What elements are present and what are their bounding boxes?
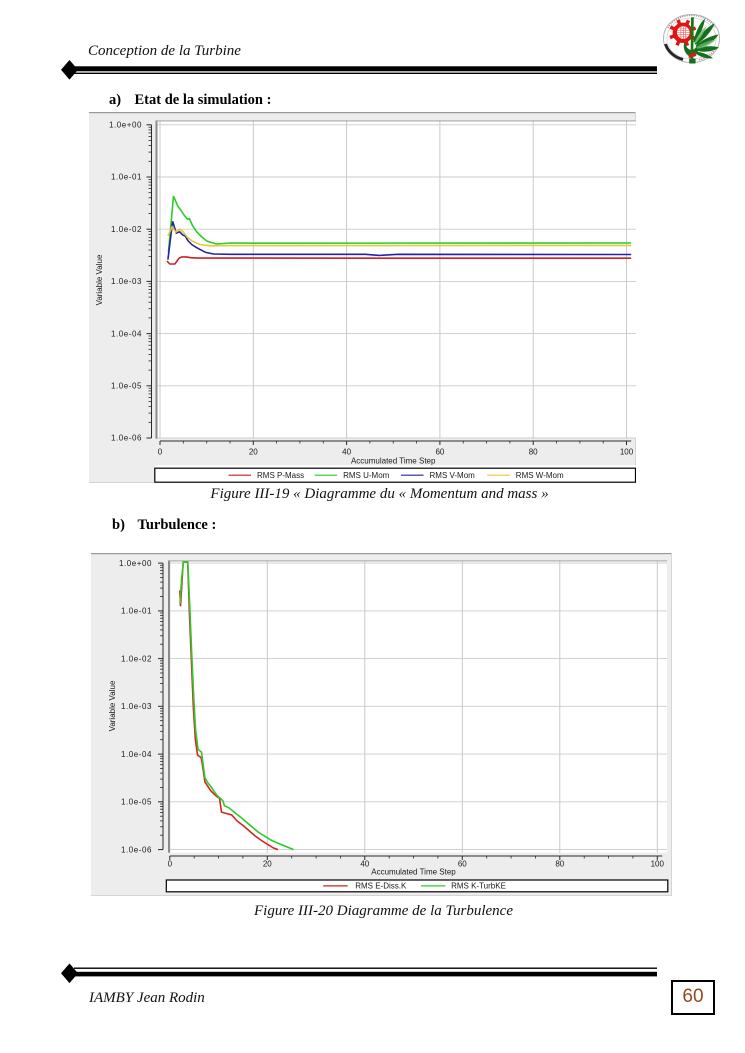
svg-text:80: 80: [555, 860, 564, 869]
svg-text:1.0e-04: 1.0e-04: [111, 329, 142, 338]
svg-text:1.0e-02: 1.0e-02: [121, 654, 152, 663]
svg-text:RMS E-Diss.K: RMS E-Diss.K: [355, 882, 407, 891]
svg-text:1.0e-01: 1.0e-01: [111, 173, 142, 182]
svg-text:80: 80: [529, 448, 538, 457]
svg-text:1.0e-06: 1.0e-06: [121, 845, 152, 854]
svg-text:100: 100: [620, 448, 634, 457]
svg-text:40: 40: [360, 860, 369, 869]
svg-text:Variable Value: Variable Value: [95, 254, 104, 305]
svg-text:20: 20: [249, 448, 258, 457]
svg-text:1.0e-03: 1.0e-03: [121, 702, 152, 711]
svg-text:Accumulated Time Step: Accumulated Time Step: [371, 868, 456, 877]
svg-text:1.0e+00: 1.0e+00: [109, 121, 142, 130]
svg-text:0: 0: [158, 448, 163, 457]
svg-text:60: 60: [458, 860, 467, 869]
svg-text:0: 0: [168, 860, 173, 869]
svg-text:1.0e+00: 1.0e+00: [119, 559, 152, 568]
svg-text:20: 20: [263, 860, 272, 869]
svg-text:Variable Value: Variable Value: [108, 680, 117, 731]
svg-text:100: 100: [651, 860, 665, 869]
svg-text:1.0e-05: 1.0e-05: [121, 798, 152, 807]
svg-text:Accumulated Time Step: Accumulated Time Step: [351, 457, 436, 466]
svg-text:RMS V-Mom: RMS V-Mom: [430, 471, 476, 480]
svg-text:1.0e-02: 1.0e-02: [111, 225, 142, 234]
svg-text:1.0e-01: 1.0e-01: [121, 607, 152, 616]
svg-text:60: 60: [435, 448, 444, 457]
svg-text:RMS P-Mass: RMS P-Mass: [257, 471, 304, 480]
svg-text:RMS K-TurbKE: RMS K-TurbKE: [451, 882, 506, 891]
svg-text:1.0e-06: 1.0e-06: [111, 434, 142, 443]
svg-text:RMS W-Mom: RMS W-Mom: [516, 471, 564, 480]
svg-text:40: 40: [342, 448, 351, 457]
svg-text:1.0e-05: 1.0e-05: [111, 382, 142, 391]
svg-text:1.0e-04: 1.0e-04: [121, 750, 152, 759]
svg-text:1.0e-03: 1.0e-03: [111, 277, 142, 286]
svg-text:RMS U-Mom: RMS U-Mom: [343, 471, 390, 480]
